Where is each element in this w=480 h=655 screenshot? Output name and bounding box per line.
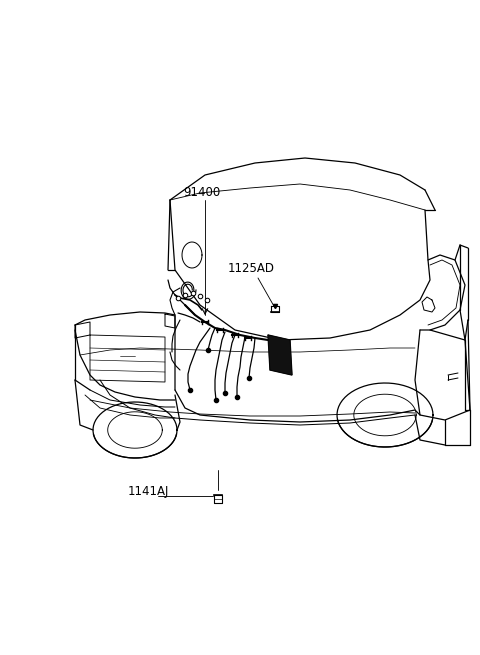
Text: 1141AJ: 1141AJ [128,485,169,498]
Polygon shape [268,335,292,375]
Text: 91400: 91400 [183,185,220,198]
Text: 1125AD: 1125AD [228,263,275,276]
